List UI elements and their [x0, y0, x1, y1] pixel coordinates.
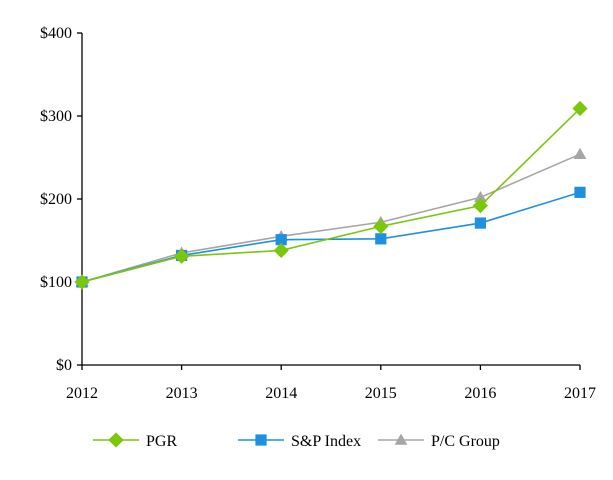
legend-item-p-c-group: P/C Group [378, 433, 500, 450]
legend-label: P/C Group [431, 433, 500, 450]
data-point-s-p-index [474, 217, 486, 229]
axis-ticks: $0 $100 $200 $300 $400 2012 2013 2014 2015 2016 20… [40, 25, 596, 402]
data-point-p-c-group [573, 147, 587, 159]
chart-axes [81, 33, 580, 366]
series-layer [74, 100, 588, 290]
legend-item-s-p-index: S&P Index [238, 433, 361, 450]
x-tick-label: 2015 [365, 385, 397, 402]
y-tick-label: $200 [40, 191, 72, 208]
series-s-p-index [76, 186, 586, 288]
y-tick-label: $0 [56, 357, 72, 374]
x-tick-label: 2013 [166, 385, 198, 402]
legend-marker [255, 434, 267, 446]
legend-item-pgr: PGR [93, 432, 177, 450]
x-tick-label: 2017 [564, 385, 596, 402]
series-p-c-group [75, 147, 587, 287]
legend-marker [394, 433, 408, 445]
data-point-pgr [174, 248, 190, 264]
data-point-s-p-index [275, 234, 287, 246]
x-tick-label: 2016 [464, 385, 496, 402]
data-point-pgr [373, 218, 389, 234]
y-tick-label: $400 [40, 25, 72, 42]
series-line-s-p-index [81, 191, 581, 283]
legend-label: S&P Index [291, 433, 361, 450]
data-point-s-p-index [574, 186, 586, 198]
data-point-pgr [572, 100, 588, 117]
y-tick-label: $300 [40, 108, 72, 125]
series-pgr [74, 100, 588, 290]
series-line-pgr [81, 107, 581, 283]
data-point-s-p-index [375, 233, 387, 245]
data-point-pgr [74, 274, 90, 290]
data-point-pgr [472, 198, 488, 214]
x-tick-label: 2014 [265, 385, 297, 402]
chart-legend: PGR S&P Index P/C Group [93, 432, 500, 450]
legend-label: PGR [146, 433, 177, 450]
y-tick-label: $100 [40, 274, 72, 291]
x-tick-label: 2012 [66, 385, 98, 402]
data-point-p-c-group [474, 190, 487, 203]
data-point-pgr [273, 242, 289, 259]
legend-marker [108, 432, 124, 448]
